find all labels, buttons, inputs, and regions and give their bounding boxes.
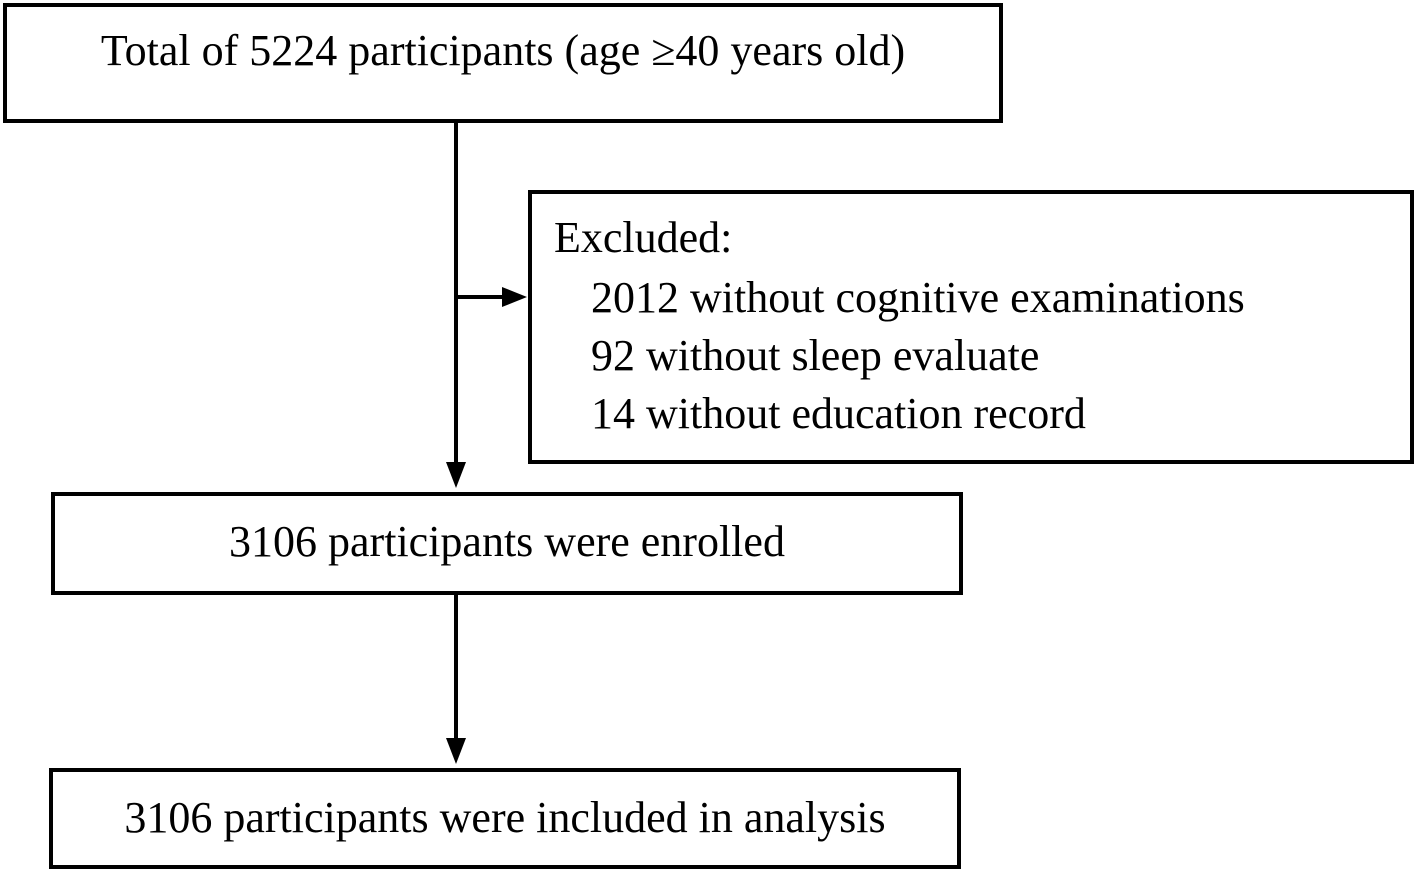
enrolled-label: 3106 participants were enrolled — [229, 517, 785, 566]
total-participants-label: Total of 5224 participants (age ≥40 year… — [100, 26, 906, 75]
total-participants-box: Total of 5224 participants (age ≥40 year… — [3, 3, 1003, 123]
arrowhead-analysis — [446, 738, 466, 764]
arrowhead-excluded — [502, 287, 527, 307]
excluded-heading: Excluded: — [554, 213, 733, 262]
excluded-reason-cognitive: 2012 without cognitive examinations — [591, 273, 1245, 322]
enrolled-box: 3106 participants were enrolled — [51, 492, 963, 595]
analysis-label: 3106 participants were included in analy… — [124, 793, 886, 842]
excluded-box: Excluded: 2012 without cognitive examina… — [528, 190, 1414, 464]
excluded-reason-sleep: 92 without sleep evaluate — [591, 331, 1040, 380]
analysis-box: 3106 participants were included in analy… — [49, 768, 961, 869]
arrowhead-enrolled — [446, 462, 466, 488]
excluded-reason-education: 14 without education record — [591, 389, 1086, 438]
